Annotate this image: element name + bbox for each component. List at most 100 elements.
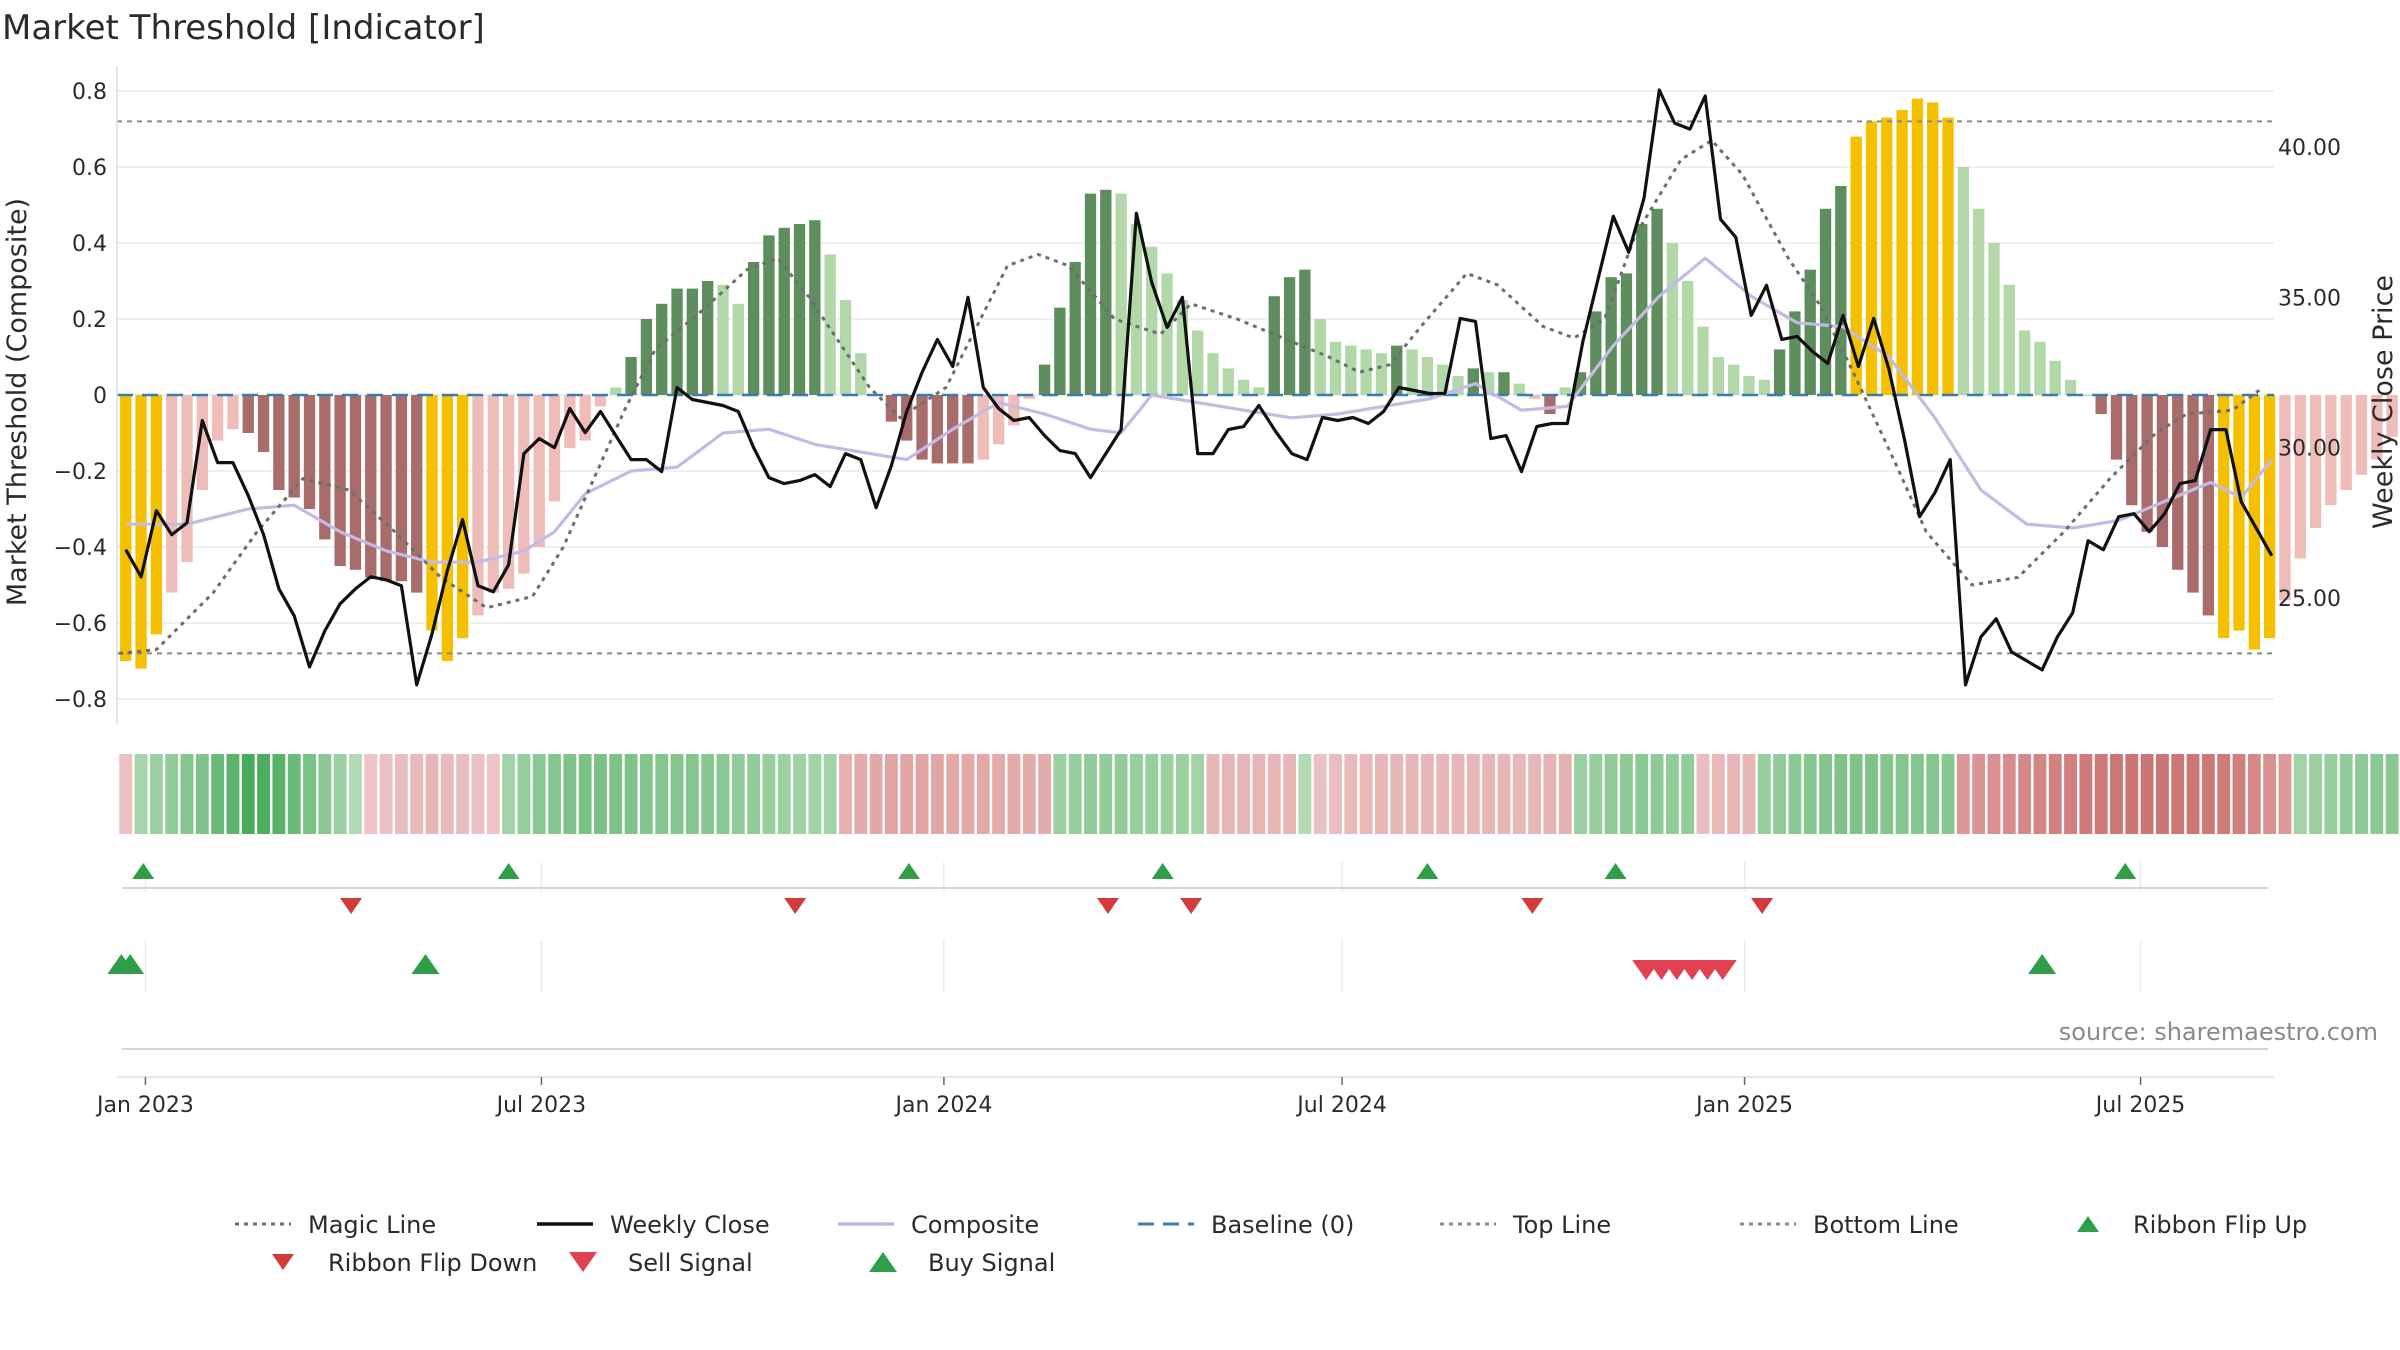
composite-bar xyxy=(1008,395,1020,426)
composite-bar xyxy=(686,288,699,395)
composite-bar xyxy=(273,395,285,490)
composite-bar xyxy=(1314,319,1326,395)
composite-bar xyxy=(1176,300,1189,395)
ribbon-cell xyxy=(639,754,653,834)
composite-bar xyxy=(962,395,974,464)
composite-bar xyxy=(2064,379,2077,395)
ribbon-cell xyxy=(318,754,332,834)
ribbon-cell xyxy=(1237,754,1251,834)
legend-label: Weekly Close xyxy=(610,1211,770,1239)
grid xyxy=(117,90,2274,700)
ribbon-cell xyxy=(1283,754,1296,834)
ribbon-flip-down-marker xyxy=(1521,898,1544,914)
ribbon-cell xyxy=(1665,754,1679,834)
composite-bar xyxy=(472,395,484,616)
composite-bar xyxy=(2263,395,2276,639)
ribbon-cell xyxy=(1865,754,1878,834)
y-tick-label: 0.2 xyxy=(72,308,107,333)
ribbon-cell xyxy=(2110,754,2123,834)
ribbon-cell xyxy=(1941,754,1955,834)
ribbon-cell xyxy=(1022,754,1036,834)
composite-bar xyxy=(2126,395,2138,506)
composite-bar xyxy=(242,395,254,433)
legend-item: Sell Signal xyxy=(569,1249,753,1277)
ribbon-cell xyxy=(563,754,577,834)
composite-bar xyxy=(1850,136,1862,395)
composite-bar xyxy=(1467,368,1479,395)
ribbon-cell xyxy=(1773,754,1787,834)
ribbon-cell xyxy=(1543,754,1557,834)
composite-bar xyxy=(135,395,147,669)
composite-bar xyxy=(1207,353,1219,395)
composite-bar xyxy=(411,395,423,593)
ribbon-cell xyxy=(670,754,684,834)
composite-bar xyxy=(1896,110,1908,395)
x-tick-label: Jan 2023 xyxy=(95,1093,194,1118)
ribbon-cell xyxy=(1788,754,1802,834)
ribbon-cell xyxy=(517,754,531,834)
ribbon-cell xyxy=(195,754,209,834)
composite-bar xyxy=(2034,341,2046,395)
composite-bar xyxy=(625,357,637,395)
composite-bar xyxy=(977,395,989,460)
ribbon-cell xyxy=(1711,754,1725,834)
ribbon-cell xyxy=(1038,754,1051,834)
ribbon-cell xyxy=(165,754,179,834)
ribbon-cell xyxy=(854,754,868,834)
legend-label: Bottom Line xyxy=(1813,1211,1959,1239)
composite-bar xyxy=(901,395,913,441)
ribbon-cell xyxy=(1099,754,1113,834)
legend-label: Magic Line xyxy=(308,1211,436,1239)
ribbon-cell xyxy=(793,754,806,834)
composite-bar xyxy=(1038,364,1051,395)
ribbon-cell xyxy=(777,754,791,834)
x-axis: Jan 2023 Jul 2023 Jan 2024 Jul 2024 Jan 2025… xyxy=(95,1076,2274,1118)
ribbon-cell xyxy=(2018,754,2032,834)
composite-bar xyxy=(319,395,331,540)
ribbon-cell xyxy=(747,754,761,834)
composite-bar xyxy=(1192,330,1204,395)
composite-bar xyxy=(1574,372,1587,395)
ribbon-cell xyxy=(716,754,730,834)
source-credit: source: sharemaestro.com xyxy=(2059,1018,2378,1046)
ribbon-cell xyxy=(2201,754,2215,834)
composite-bar xyxy=(2294,395,2306,559)
composite-bar xyxy=(2202,395,2215,616)
composite-bar xyxy=(120,395,132,661)
ribbon-cell xyxy=(287,754,301,834)
composite-bar xyxy=(564,395,576,449)
sell-signal-marker xyxy=(1708,960,1737,980)
ribbon-cell xyxy=(1926,754,1940,834)
composite-bar xyxy=(732,303,744,395)
composite-bar xyxy=(1498,372,1510,395)
composite-bar xyxy=(395,395,408,582)
ribbon-cell xyxy=(2278,754,2292,834)
ribbon-cell xyxy=(762,754,776,834)
ribbon-cell xyxy=(823,754,837,834)
composite-bar xyxy=(1437,364,1449,395)
ribbon-cell xyxy=(1589,754,1603,834)
ribbon-cell xyxy=(241,754,255,834)
composite-bar xyxy=(1682,281,1694,395)
legend-label: Baseline (0) xyxy=(1211,1211,1354,1239)
composite-bar xyxy=(1237,379,1250,395)
ribbon-cell xyxy=(1298,754,1312,834)
ribbon-cell xyxy=(609,754,623,834)
ribbon-cell xyxy=(2186,754,2200,834)
ribbon-cell xyxy=(1344,754,1358,834)
ribbon-cell xyxy=(2140,754,2154,834)
y2-tick-label: 25.00 xyxy=(2278,587,2341,612)
y2-axis-label: Weekly Close Price xyxy=(2368,275,2399,529)
ribbon-flip-up-marker xyxy=(132,863,155,879)
ribbon-cell xyxy=(624,754,638,834)
composite-bar xyxy=(1100,189,1112,395)
ribbon-cell xyxy=(1114,754,1128,834)
ribbon-cell xyxy=(1206,754,1220,834)
x-tick-label: Jan 2024 xyxy=(893,1093,992,1118)
composite-bar xyxy=(1957,167,1970,395)
y-tick-label: 0 xyxy=(93,384,107,409)
ribbon-cell xyxy=(2385,754,2399,834)
y2-tick-label: 40.00 xyxy=(2278,136,2341,161)
ribbon-cell xyxy=(2064,754,2077,834)
composite-bar xyxy=(1406,349,1418,395)
